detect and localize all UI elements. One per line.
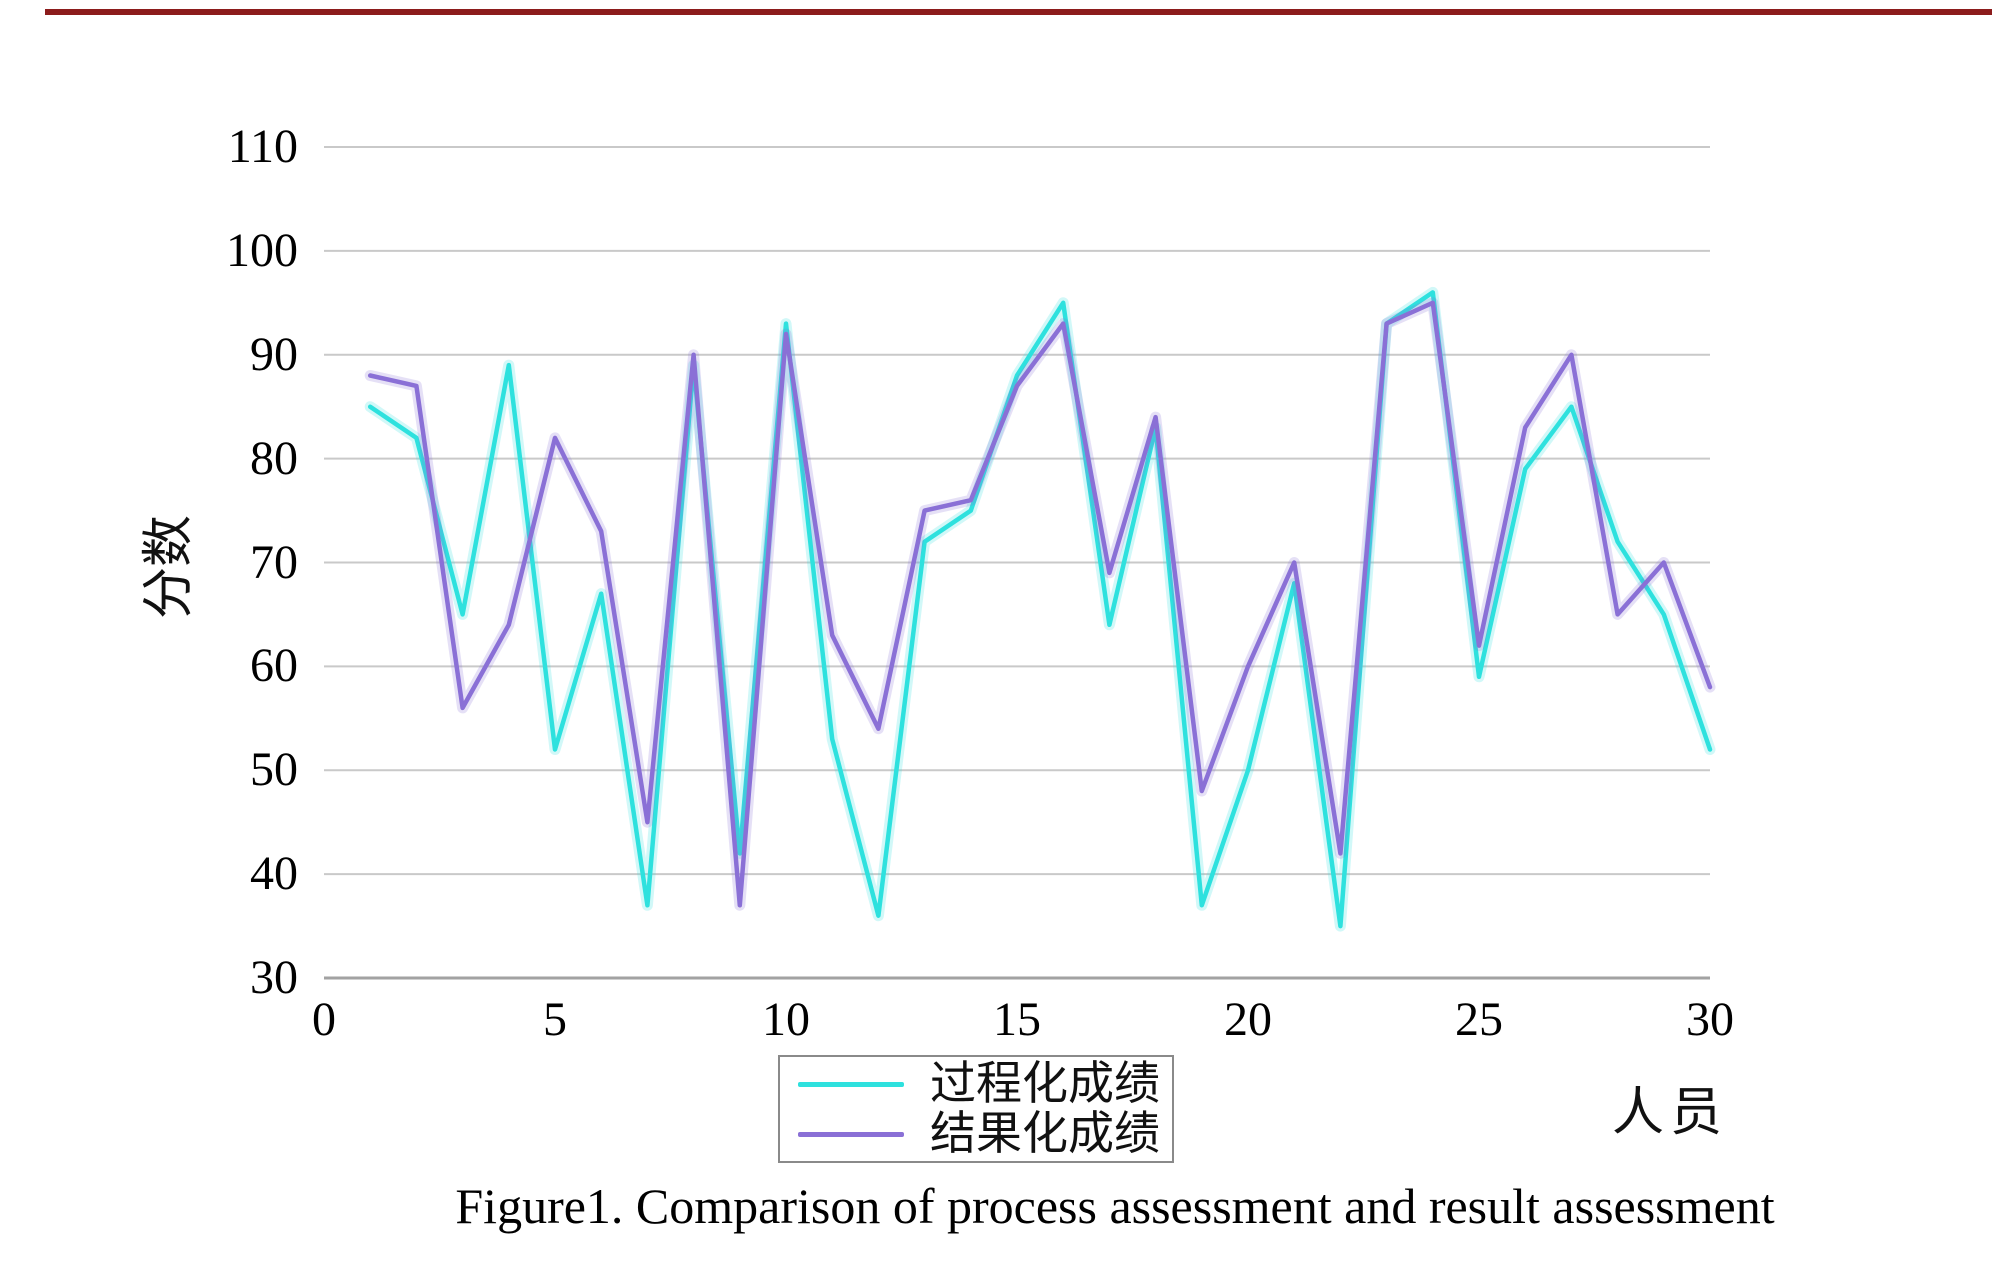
result-score-line-swatch: [798, 1131, 904, 1137]
x-axis-tick-label: 10: [762, 993, 810, 1046]
y-axis-tick-label: 70: [250, 535, 298, 589]
y-axis-tick-label: 60: [250, 639, 298, 693]
y-axis-tick-label: 50: [250, 743, 298, 797]
x-axis-tick-label: 20: [1224, 993, 1272, 1046]
process-score-line-glow: [364, 286, 1716, 932]
x-axis-title: 人员: [1612, 1085, 1729, 1142]
process-score-line-swatch: [798, 1081, 904, 1087]
result-score-line-glow: [364, 297, 1716, 911]
legend: 过程化成绩 结果化成绩: [778, 1055, 1174, 1163]
x-axis-tick-label: 5: [543, 993, 567, 1046]
y-axis-tick-label: 80: [250, 431, 298, 485]
y-axis-tick-label: 100: [226, 223, 298, 277]
legend-label-result-score: 结果化成绩: [930, 1108, 1160, 1159]
x-axis-tick-label: 0: [312, 993, 336, 1046]
figure-caption: Figure1. Comparison of process assessmen…: [455, 1178, 1775, 1234]
legend-item-process-score: 过程化成绩: [780, 1059, 1172, 1109]
y-axis-tick-label: 90: [250, 327, 298, 381]
process-score-line: [367, 290, 1713, 929]
result-score-line: [367, 300, 1713, 908]
x-axis-tick-label: 15: [993, 993, 1041, 1046]
legend-item-result-score: 结果化成绩: [780, 1109, 1172, 1159]
x-axis-tick-label: 30: [1686, 993, 1734, 1046]
top-accent-bar: [45, 9, 1992, 15]
y-axis-tick-label: 40: [250, 847, 298, 901]
legend-label-process-score: 过程化成绩: [930, 1058, 1160, 1109]
y-axis-title: 分数: [141, 515, 198, 620]
y-axis-tick-label: 110: [227, 120, 298, 173]
y-axis-tick-label: 30: [250, 951, 298, 1004]
x-axis-tick-label: 25: [1455, 993, 1503, 1046]
